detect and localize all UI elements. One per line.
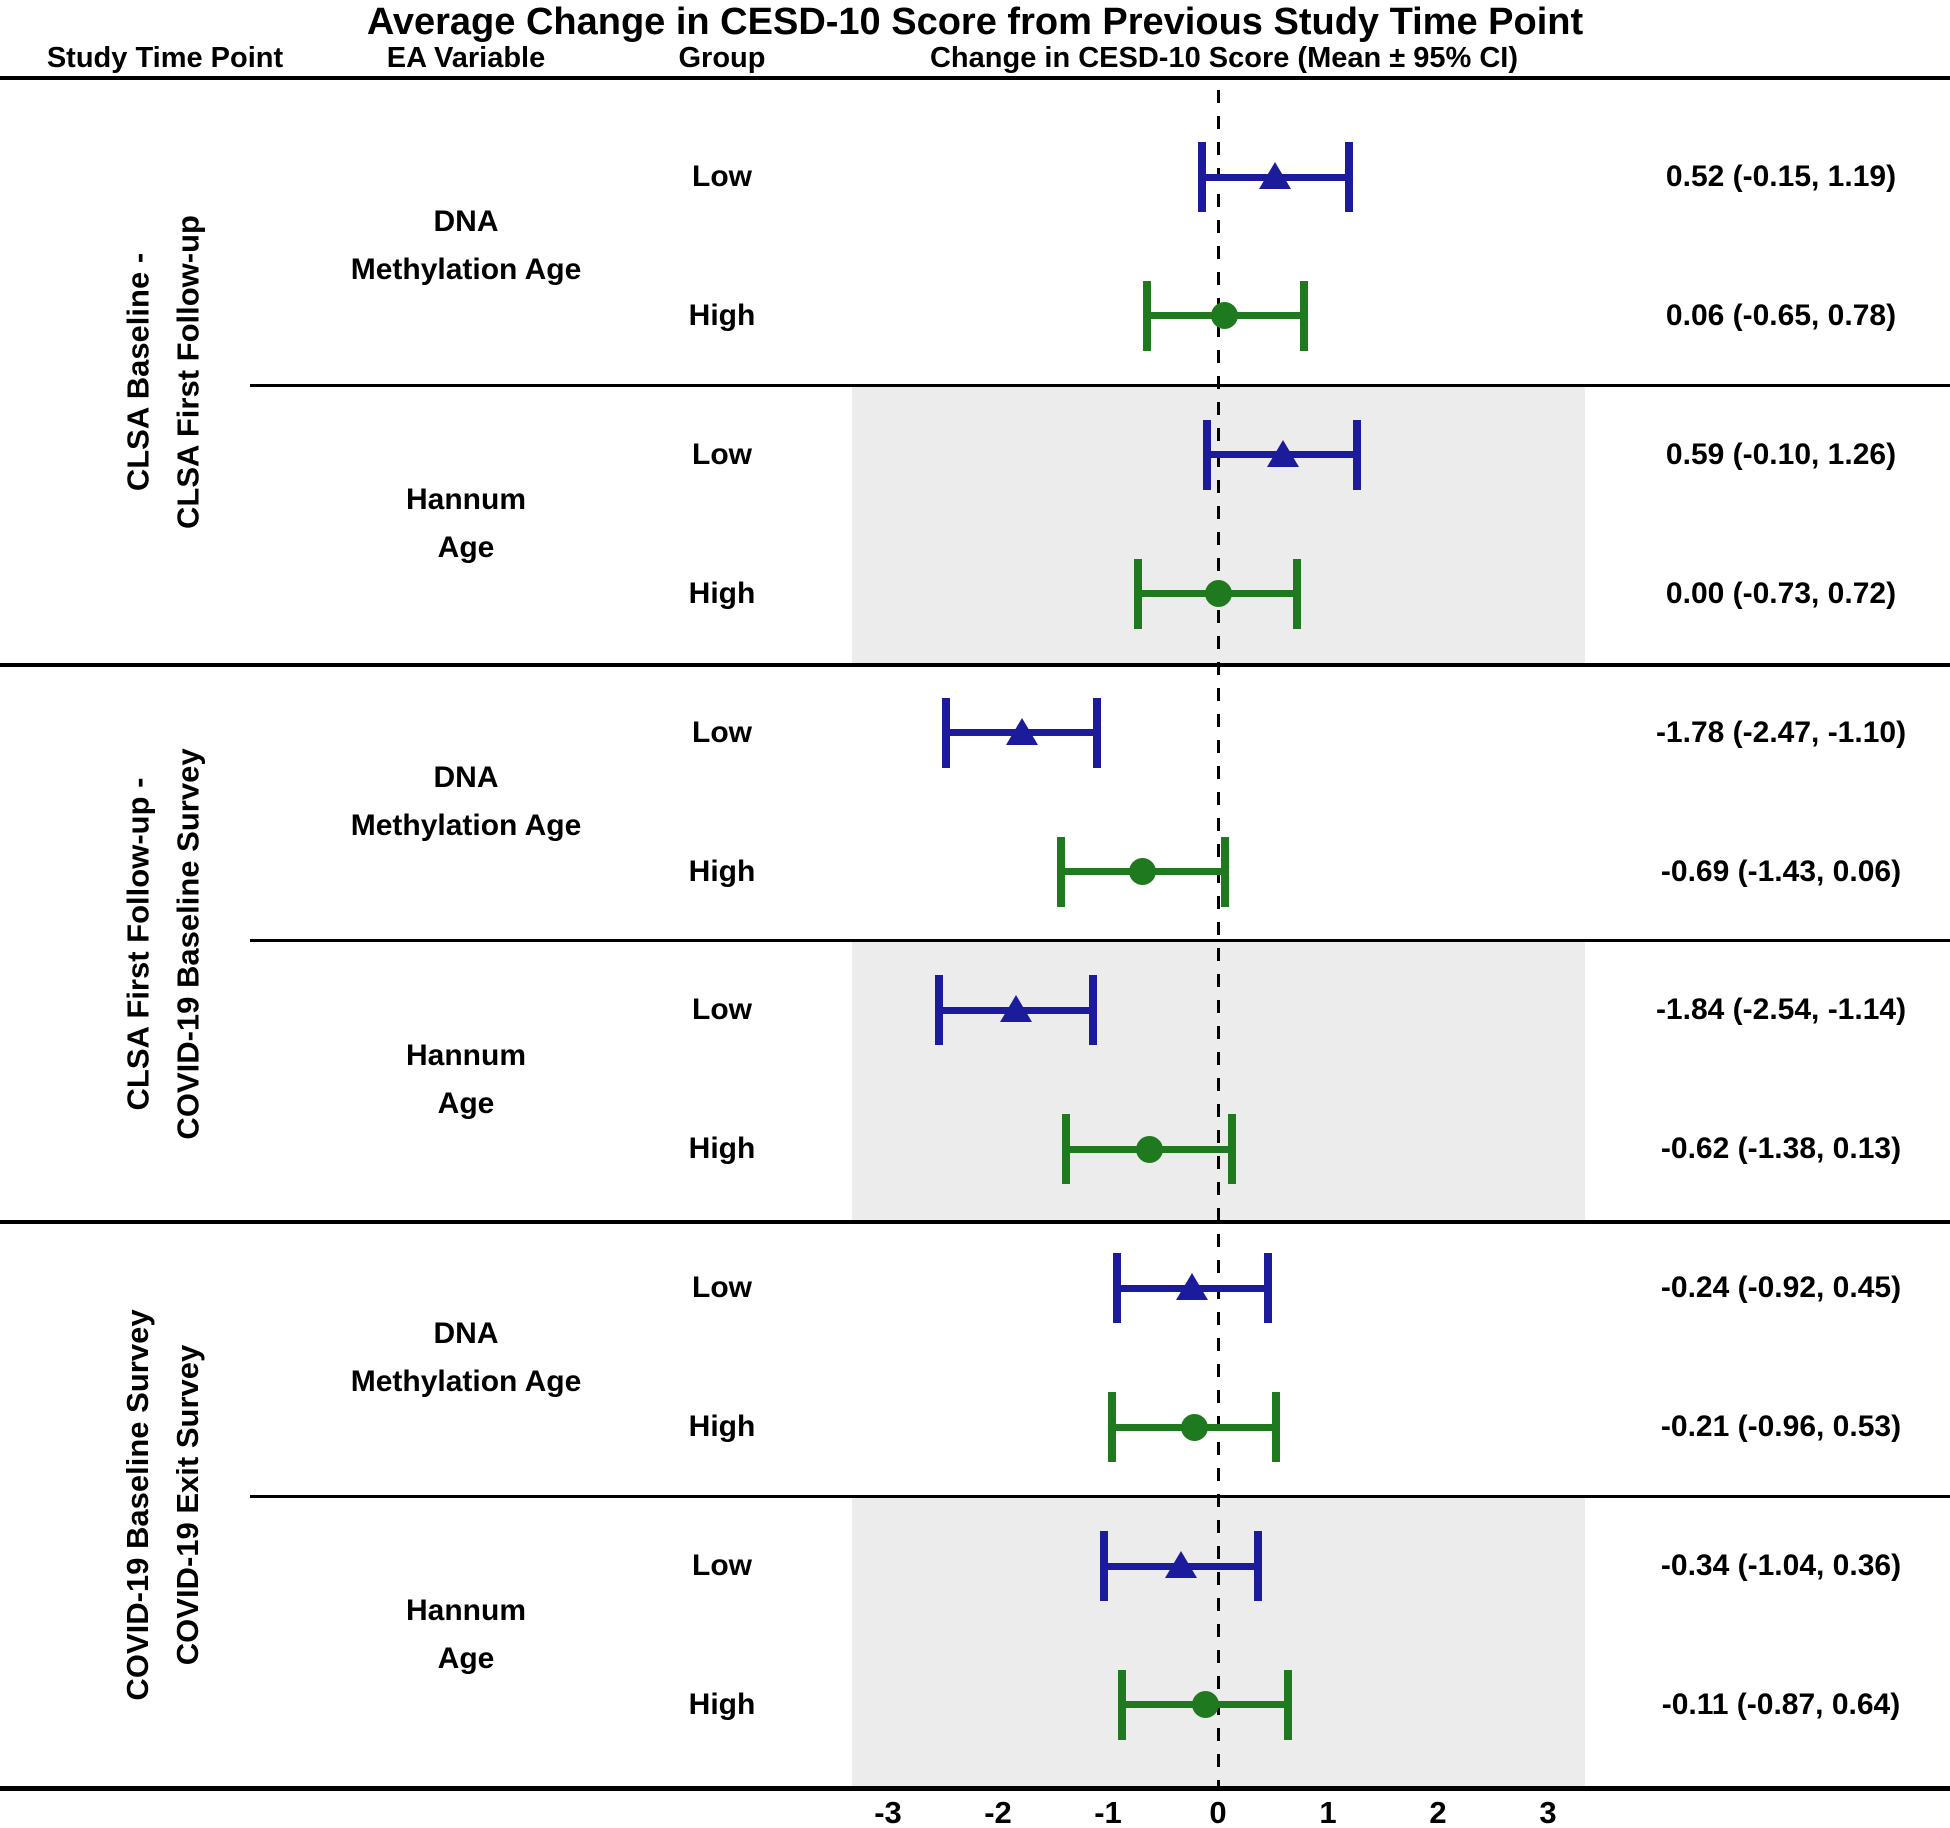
ci-value: -0.34 (-1.04, 0.36) [1660, 1549, 1902, 1582]
variable-divider-line [250, 1495, 1950, 1499]
ci-value: -0.24 (-0.92, 0.45) [1660, 1271, 1902, 1305]
ci-value: -0.62 (-1.38, 0.13) [1660, 1132, 1902, 1166]
ea-variable-label: Hannum Age [406, 483, 526, 565]
group-label: Low [692, 160, 752, 193]
group-label: High [688, 298, 756, 332]
circle-marker [1211, 302, 1239, 330]
ci-value: -0.69 (-1.43, 0.06) [1660, 854, 1902, 888]
ci-cap-right [1093, 697, 1101, 768]
triangle-marker [1266, 439, 1299, 467]
ea-variable-label: DNA Methylation Age [350, 1316, 582, 1398]
triangle-marker [1175, 1273, 1208, 1301]
x-tick-label: 2 [1429, 1795, 1447, 1828]
group-label: High [688, 576, 756, 610]
ci-value: -1.78 (-2.47, -1.10) [1655, 715, 1907, 749]
ci-value: 0.06 (-0.65, 0.78) [1665, 298, 1897, 332]
ci-cap-right [1088, 975, 1097, 1046]
ci-value: -0.11 (-0.87, 0.64) [1661, 1687, 1901, 1721]
x-axis-line [0, 1786, 1950, 1791]
column-header-ea-variable: EA Variable [386, 42, 546, 74]
triangle-marker [1164, 1551, 1197, 1578]
ci-cap-right [1272, 1392, 1281, 1463]
ci-cap-right [1352, 419, 1361, 490]
ea-variable-label: Hannum Age [406, 1038, 526, 1120]
group-label: High [688, 1132, 756, 1166]
chart-title: Average Change in CESD-10 Score from Pre… [366, 1, 1584, 43]
ea-variable-label: DNA Methylation Age [350, 205, 582, 287]
section-divider-line [0, 1220, 1950, 1224]
zero-reference-line [1216, 90, 1220, 1788]
column-header-study-time-point: Study Time Point [46, 42, 284, 74]
section-label: COVID-19 Baseline Survey COVID-19 Exit Su… [120, 1309, 205, 1701]
ci-cap-right [1344, 142, 1353, 212]
x-tick-label: -3 [874, 1795, 902, 1828]
ea-variable-label: Hannum Age [406, 1594, 526, 1676]
triangle-marker [1006, 717, 1039, 745]
section-divider-line [0, 663, 1950, 667]
circle-marker [1136, 1135, 1164, 1163]
group-label: High [688, 1687, 756, 1721]
group-label: Low [692, 1549, 752, 1582]
ci-cap-right [1293, 558, 1302, 629]
group-label: Low [692, 437, 752, 471]
ci-cap-right [1299, 280, 1308, 351]
circle-marker [1192, 1691, 1220, 1719]
triangle-marker [999, 995, 1032, 1023]
group-label: Low [692, 715, 752, 749]
circle-marker [1204, 580, 1232, 608]
triangle-marker [1259, 162, 1292, 189]
variable-divider-line [250, 383, 1950, 387]
ci-cap-right [1284, 1669, 1293, 1740]
group-label: High [688, 1410, 756, 1444]
group-label: Low [692, 1271, 752, 1305]
circle-marker [1181, 1413, 1209, 1441]
circle-marker [1128, 858, 1156, 885]
ea-variable-label: DNA Methylation Age [350, 761, 582, 843]
x-tick-label: 1 [1319, 1795, 1337, 1828]
x-tick-label: -1 [1094, 1795, 1122, 1828]
ci-value: 0.59 (-0.10, 1.26) [1665, 437, 1897, 471]
column-header-group: Group [678, 42, 766, 74]
variable-divider-line [250, 939, 1950, 943]
section-label: CLSA First Follow-up - COVID-19 Baseline … [120, 747, 205, 1140]
column-header-change-score: Change in CESD-10 Score (Mean ± 95% CI) [929, 42, 1518, 74]
ci-cap-right [1228, 1114, 1237, 1185]
group-label: High [688, 854, 756, 888]
section-label: CLSA Baseline - CLSA First Follow-up [120, 214, 205, 529]
ci-cap-right [1263, 1253, 1272, 1324]
ci-value: 0.52 (-0.15, 1.19) [1665, 160, 1897, 193]
x-tick-label: 3 [1539, 1795, 1557, 1828]
x-tick-label: -2 [984, 1795, 1012, 1828]
group-label: Low [692, 993, 752, 1027]
ci-cap-right [1253, 1531, 1262, 1601]
ci-cap-right [1220, 836, 1229, 907]
ci-value: -1.84 (-2.54, -1.14) [1655, 993, 1907, 1027]
ci-value: -0.21 (-0.96, 0.53) [1660, 1410, 1902, 1444]
ci-value: 0.00 (-0.73, 0.72) [1665, 576, 1897, 610]
x-tick-label: 0 [1209, 1795, 1227, 1828]
header-divider-line [0, 76, 1950, 80]
